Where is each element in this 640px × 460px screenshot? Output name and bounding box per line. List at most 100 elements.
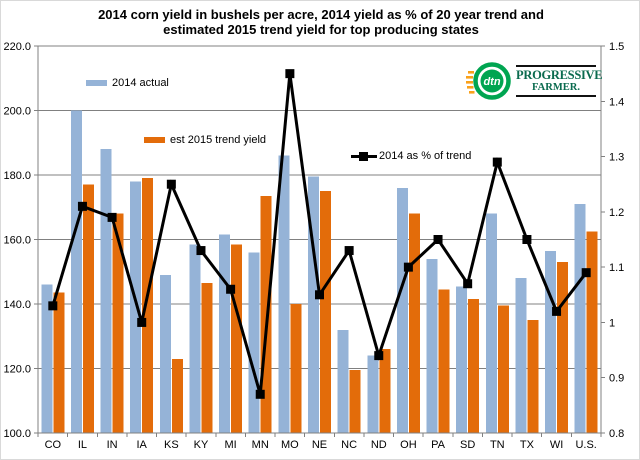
marker-NC xyxy=(344,246,354,256)
marker-ND xyxy=(374,351,384,361)
bar-TN-est-2015-trend xyxy=(497,305,509,433)
bar-SD-2014-actual xyxy=(456,286,468,433)
legend-est-2015-trend: est 2015 trend yield xyxy=(144,134,266,146)
right-tick-1.2: 1.2 xyxy=(609,207,624,219)
right-tick-1.1: 1.1 xyxy=(609,262,624,274)
bar-PA-est-2015-trend xyxy=(438,289,450,433)
x-label-IA: IA xyxy=(137,439,148,451)
x-label-KY: KY xyxy=(194,439,209,451)
bar-KS-2014-actual xyxy=(159,274,171,433)
legend-2014-pct-of-trend: 2014 as % of trend xyxy=(351,150,471,162)
x-label-MO: MO xyxy=(281,439,299,451)
left-tick-180.0: 180.0 xyxy=(3,170,31,182)
x-label-OH: OH xyxy=(400,439,417,451)
bar-MI-2014-actual xyxy=(219,234,231,433)
bar-TN-2014-actual xyxy=(485,213,497,433)
bar-ND-est-2015-trend xyxy=(379,349,391,433)
right-tick-1.5: 1.5 xyxy=(609,41,624,53)
bar-NC-est-2015-trend xyxy=(349,370,361,433)
chart-title-line2: estimated 2015 trend yield for top produ… xyxy=(163,22,479,37)
left-tick-200.0: 200.0 xyxy=(3,106,31,118)
wordmark-progressive: PROGRESSIVE xyxy=(516,68,603,82)
dtn-progressive-farmer-logo: dtn PROGRESSIVE FARMER. xyxy=(466,54,603,108)
marker-IL xyxy=(77,201,87,211)
right-axis-labels: 1.5 1.4 1.3 1.2 1.1 1 0.9 0.8 xyxy=(609,41,624,440)
x-label-IN: IN xyxy=(107,439,118,451)
x-label-SD: SD xyxy=(460,439,475,451)
x-label-TN: TN xyxy=(490,439,505,451)
x-label-IL: IL xyxy=(78,439,87,451)
axis-ticks xyxy=(34,45,605,437)
wordmark-top-rule xyxy=(516,65,596,67)
legend-2014-actual: 2014 actual xyxy=(86,77,169,89)
marker-MN xyxy=(255,389,265,399)
bar-IN-2014-actual xyxy=(100,149,112,433)
x-label-U.S.: U.S. xyxy=(575,439,596,451)
legend-label-2014-actual: 2014 actual xyxy=(112,77,169,89)
marker-CO xyxy=(48,301,58,311)
legend-swatch-est-2015-trend xyxy=(144,137,165,143)
marker-PA xyxy=(433,235,443,244)
bar-OH-est-2015-trend xyxy=(408,213,420,433)
bar-MN-2014-actual xyxy=(248,252,260,433)
x-label-TX: TX xyxy=(520,439,535,451)
x-label-PA: PA xyxy=(431,439,446,451)
bar-IA-2014-actual xyxy=(130,181,142,433)
x-label-NE: NE xyxy=(312,439,327,451)
marker-IA xyxy=(137,317,147,327)
bar-KY-est-2015-trend xyxy=(201,283,213,433)
left-tick-160.0: 160.0 xyxy=(3,235,31,247)
left-tick-120.0: 120.0 xyxy=(3,364,31,376)
bar-WI-2014-actual xyxy=(545,250,557,433)
marker-TX xyxy=(522,235,532,244)
bar-KY-2014-actual xyxy=(189,244,201,433)
bar-WI-est-2015-trend xyxy=(557,262,569,433)
x-label-MN: MN xyxy=(252,439,269,451)
x-label-NC: NC xyxy=(341,439,357,451)
bar-MO-est-2015-trend xyxy=(290,304,302,433)
bar-U.S.-2014-actual xyxy=(574,204,586,433)
x-label-CO: CO xyxy=(45,439,62,451)
left-tick-100.0: 100.0 xyxy=(3,428,31,440)
chart-title: 2014 corn yield in bushels per acre, 201… xyxy=(1,7,639,37)
right-tick-0.9: 0.9 xyxy=(609,373,624,385)
bars-2014-actual xyxy=(41,110,586,434)
bar-IL-est-2015-trend xyxy=(82,184,94,433)
wordmark-farmer: FARMER. xyxy=(532,82,580,93)
bar-MO-2014-actual xyxy=(278,155,290,433)
marker-IN xyxy=(107,212,117,222)
marker-U.S. xyxy=(581,268,591,278)
bar-TX-est-2015-trend xyxy=(527,320,539,433)
x-label-KS: KS xyxy=(164,439,179,451)
marker-WI xyxy=(552,306,562,316)
bar-IA-est-2015-trend xyxy=(142,178,154,433)
legend-label-2014-pct-of-trend: 2014 as % of trend xyxy=(379,150,472,162)
left-tick-220.0: 220.0 xyxy=(3,41,31,53)
right-tick-1.3: 1.3 xyxy=(609,152,624,164)
marker-NE xyxy=(315,290,324,300)
bar-NE-2014-actual xyxy=(308,176,319,434)
chart-title-line1: 2014 corn yield in bushels per acre, 201… xyxy=(98,7,544,22)
bar-IL-2014-actual xyxy=(70,110,82,433)
legend-label-est-2015-trend: est 2015 trend yield xyxy=(170,134,267,146)
bar-NE-est-2015-trend xyxy=(320,191,331,433)
marker-MI xyxy=(226,284,236,294)
line-2014-pct-of-trend xyxy=(48,69,591,399)
bar-SD-est-2015-trend xyxy=(468,299,480,433)
progressive-farmer-wordmark: PROGRESSIVE FARMER. xyxy=(516,65,603,97)
dtn-text: dtn xyxy=(483,76,500,88)
right-tick-1.4: 1.4 xyxy=(609,96,624,108)
left-axis-labels: 220.0 200.0 180.0 160.0 140.0 120.0 100.0 xyxy=(3,41,31,440)
bar-KS-est-2015-trend xyxy=(171,358,183,433)
legend-line-marker-icon xyxy=(351,151,377,162)
marker-KS xyxy=(166,179,176,189)
bar-U.S.-est-2015-trend xyxy=(586,231,598,433)
right-tick-0.8: 0.8 xyxy=(609,428,624,440)
bar-NC-2014-actual xyxy=(337,329,349,433)
bar-CO-est-2015-trend xyxy=(53,292,65,433)
bars-est-2015-trend-yield xyxy=(53,178,598,433)
marker-OH xyxy=(403,262,413,272)
marker-SD xyxy=(463,279,473,289)
